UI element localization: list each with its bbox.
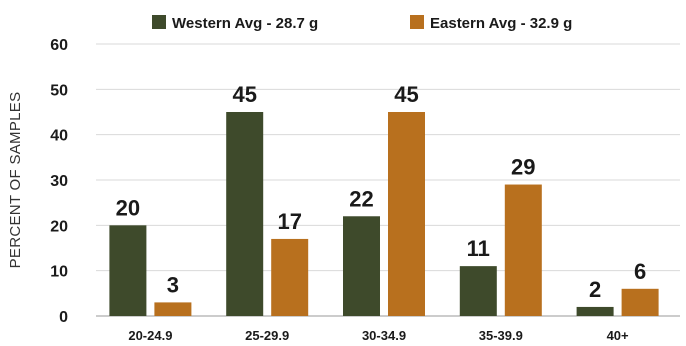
y-axis-ticks: 0 10 20 30 40 50 60 xyxy=(50,37,68,326)
y-tick-label: 0 xyxy=(59,309,68,326)
legend-label: Western Avg - 28.7 g xyxy=(172,15,318,32)
y-tick-label: 50 xyxy=(50,82,68,99)
x-tick-label: 30-34.9 xyxy=(362,328,406,343)
y-tick-label: 30 xyxy=(50,173,68,190)
x-tick-label: 40+ xyxy=(607,328,629,343)
y-axis-label: PERCENT OF SAMPLES xyxy=(7,92,24,269)
bar-western xyxy=(226,112,264,316)
bar-value-label: 29 xyxy=(511,155,535,180)
bar-eastern xyxy=(621,288,659,316)
bar-value-label: 2 xyxy=(589,277,601,302)
x-tick-label: 20-24.9 xyxy=(128,328,172,343)
y-tick-label: 10 xyxy=(50,264,68,281)
legend-label: Eastern Avg - 32.9 g xyxy=(430,15,572,32)
bar-eastern xyxy=(388,112,425,316)
bar-western xyxy=(109,225,147,316)
bar-value-label: 20 xyxy=(116,195,140,220)
bar-value-label: 45 xyxy=(232,82,256,107)
bar-western xyxy=(343,216,380,316)
bar-value-label: 11 xyxy=(467,236,490,261)
bars xyxy=(109,112,659,316)
legend-swatch xyxy=(410,15,424,29)
bar-eastern xyxy=(504,184,542,316)
y-tick-label: 40 xyxy=(50,128,68,145)
legend: Western Avg - 28.7 g Eastern Avg - 32.9 g xyxy=(152,15,572,32)
x-tick-label: 25-29.9 xyxy=(245,328,289,343)
bar-western xyxy=(576,306,614,316)
bar-value-label: 3 xyxy=(167,272,179,297)
bar-value-label: 45 xyxy=(394,82,418,107)
bar-western xyxy=(459,266,497,316)
y-tick-label: 20 xyxy=(50,218,68,235)
bar-value-label: 22 xyxy=(349,186,373,211)
y-tick-label: 60 xyxy=(50,37,68,54)
bar-eastern xyxy=(154,302,192,316)
x-tick-label: 35-39.9 xyxy=(479,328,523,343)
x-axis-ticks: 20-24.9 25-29.9 30-34.9 35-39.9 40+ xyxy=(128,328,629,343)
bar-eastern xyxy=(271,238,309,316)
legend-swatch xyxy=(152,15,166,29)
bar-value-label: 6 xyxy=(634,259,646,284)
data-labels: 20 3 45 17 22 45 11 29 2 6 xyxy=(116,82,647,302)
bar-value-label: 17 xyxy=(277,209,301,234)
